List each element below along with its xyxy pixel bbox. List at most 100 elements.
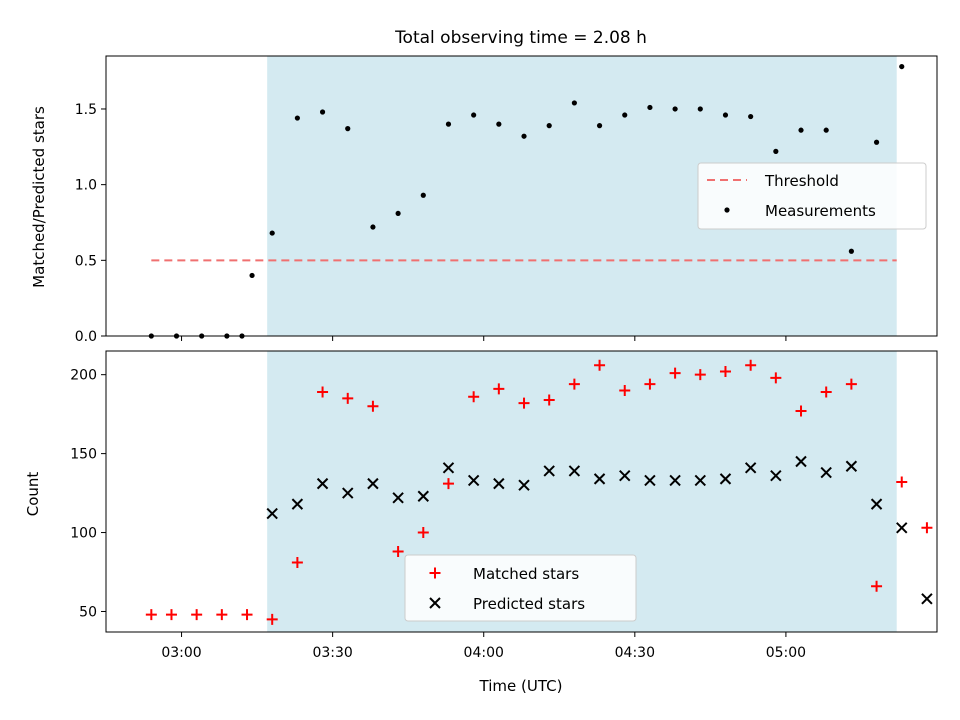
data-point-plus-0-14: [493, 383, 505, 395]
data-point-plus-0-1: [165, 609, 177, 621]
data-point-x-1-5: [392, 492, 404, 504]
data-point-dot-0-17: [546, 123, 552, 129]
data-point-plus-0-24: [745, 359, 757, 371]
data-point-dot-0-5: [249, 272, 255, 279]
data-point-plus-0-17: [568, 378, 580, 390]
data-point-plus-0-6: [291, 557, 303, 569]
data-point-plus-0-11: [417, 527, 429, 539]
data-point-plus-0-27: [820, 386, 832, 398]
data-point-plus-0-8: [342, 392, 354, 404]
data-point-plus-0-0: [145, 609, 157, 621]
data-point-x-1-23: [845, 460, 858, 472]
data-point-dot-0-31: [899, 63, 905, 70]
legend-threshold-label: Threshold: [764, 172, 839, 190]
data-point-x-1-11: [543, 465, 555, 477]
legend-matched-swatch: [429, 567, 441, 579]
data-point-x-1-10: [518, 479, 530, 491]
plot-frame: [105, 55, 938, 337]
data-point-dot-0-9: [345, 126, 351, 132]
data-point-x-1-18: [719, 473, 732, 485]
data-point-dot-0-7: [294, 115, 300, 121]
data-point-plus-0-4: [241, 609, 253, 621]
data-point-x-1-4: [367, 477, 379, 490]
data-point-dot-0-8: [319, 109, 326, 115]
data-point-dot-0-20: [622, 112, 628, 118]
data-point-dot-0-21: [647, 104, 653, 111]
y-tick-label: 150: [70, 447, 97, 463]
data-point-plus-0-29: [871, 580, 883, 592]
data-point-dot-0-30: [873, 139, 880, 145]
legend-predicted-label: Predicted stars: [473, 595, 585, 613]
data-point-plus-0-13: [468, 391, 480, 403]
data-point-plus-0-3: [216, 609, 228, 621]
data-point-x-1-7: [442, 462, 455, 474]
x-tick-label: 04:00: [464, 645, 504, 661]
legend-top: Threshold Measurements: [697, 162, 927, 230]
data-point-plus-0-26: [795, 405, 807, 417]
plot-frame: [105, 350, 938, 633]
x-tick-label: 05:00: [766, 645, 806, 661]
bottom-panel-counts: 50 100 150 200 03:00 03:30 04:00 04:30 05:00 Matc…: [70, 350, 938, 661]
data-point-x-1-16: [669, 474, 681, 487]
data-point-plus-0-7: [317, 386, 329, 398]
data-point-x-1-2: [316, 477, 329, 490]
data-point-dot-0-14: [471, 112, 477, 118]
data-point-x-1-22: [820, 466, 832, 479]
data-point-x-1-21: [795, 455, 807, 468]
data-point-dot-0-22: [672, 106, 678, 112]
data-point-dot-0-15: [496, 121, 502, 127]
data-point-plus-0-2: [191, 609, 203, 621]
y-tick-label: 1.5: [75, 102, 97, 118]
data-point-x-1-1: [291, 498, 304, 510]
data-point-plus-0-19: [619, 384, 631, 396]
y-tick-label: 0.0: [75, 329, 97, 345]
data-point-x-1-25: [896, 522, 908, 534]
data-point-dot-0-13: [445, 121, 452, 127]
y-tick-label: 0.5: [75, 253, 97, 269]
data-point-x-1-19: [744, 462, 757, 474]
data-point-x-1-17: [694, 474, 706, 487]
data-point-x-1-13: [593, 473, 606, 485]
legend-bottom: Matched stars Predicted stars: [404, 554, 637, 622]
data-point-plus-0-21: [669, 367, 681, 379]
data-point-plus-0-28: [845, 378, 857, 390]
data-point-dot-0-28: [823, 127, 829, 133]
data-point-plus-0-9: [367, 400, 379, 412]
data-point-dot-0-26: [773, 148, 779, 154]
legend-matched-label: Matched stars: [473, 565, 579, 583]
data-point-x-1-14: [619, 470, 631, 482]
data-point-plus-0-5: [266, 613, 278, 625]
legend-box: [697, 162, 927, 230]
data-point-x-1-24: [870, 498, 883, 510]
data-point-dot-0-10: [370, 224, 376, 230]
data-point-plus-0-22: [694, 369, 706, 381]
y-tick-label: 200: [70, 368, 97, 384]
data-point-plus-0-16: [543, 394, 555, 406]
y-axis-label-ratio: Matched/Predicted stars: [30, 106, 48, 288]
data-point-dot-0-23: [697, 106, 703, 112]
y-tick-label: 100: [70, 526, 97, 542]
data-point-plus-0-18: [594, 359, 606, 371]
data-point-plus-0-25: [770, 372, 782, 384]
legend-measurements-label: Measurements: [765, 202, 876, 220]
data-point-plus-0-20: [644, 378, 656, 390]
data-point-x-1-3: [342, 487, 354, 499]
x-tick-label: 03:30: [312, 645, 352, 661]
y-tick-label: 1.0: [75, 178, 97, 194]
y-tick-label: 50: [79, 604, 97, 620]
data-point-dot-0-11: [395, 210, 401, 217]
chart-title: Total observing time = 2.08 h: [394, 28, 647, 48]
data-point-x-1-12: [568, 465, 581, 477]
data-point-dot-0-12: [420, 192, 426, 198]
data-point-plus-0-23: [719, 366, 731, 378]
data-point-dot-0-29: [848, 248, 854, 254]
data-point-dot-0-6: [269, 230, 275, 236]
data-point-dot-0-19: [596, 123, 603, 129]
data-point-plus-0-31: [921, 522, 933, 534]
data-point-x-1-0: [266, 507, 278, 520]
legend-box: [404, 554, 637, 622]
data-point-dot-0-27: [798, 127, 804, 133]
data-point-dot-0-16: [521, 133, 527, 139]
data-point-x-1-8: [467, 474, 480, 487]
data-point-dot-0-24: [722, 112, 729, 118]
